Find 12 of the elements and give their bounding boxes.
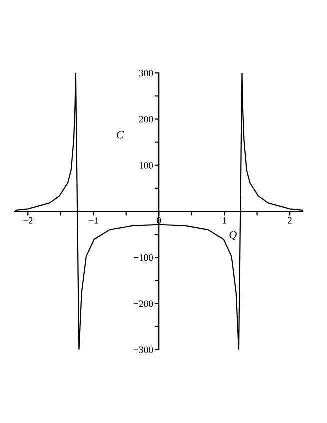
y-tick-label: −200 [134,300,154,308]
x-tick-label: −1 [88,217,98,224]
y-axis-title: C [117,131,124,139]
x-tick-label: 1 [222,217,226,224]
x-tick-label: 2 [288,217,292,224]
y-tick-label: 200 [139,116,154,123]
y-tick-label: −100 [134,254,154,262]
y-tick-label: −300 [134,346,154,354]
x-tick-label: −2 [23,217,33,224]
x-axis-title: Q [230,231,237,240]
y-tick-label: 300 [139,70,154,77]
y-tick-label: 100 [140,162,154,169]
